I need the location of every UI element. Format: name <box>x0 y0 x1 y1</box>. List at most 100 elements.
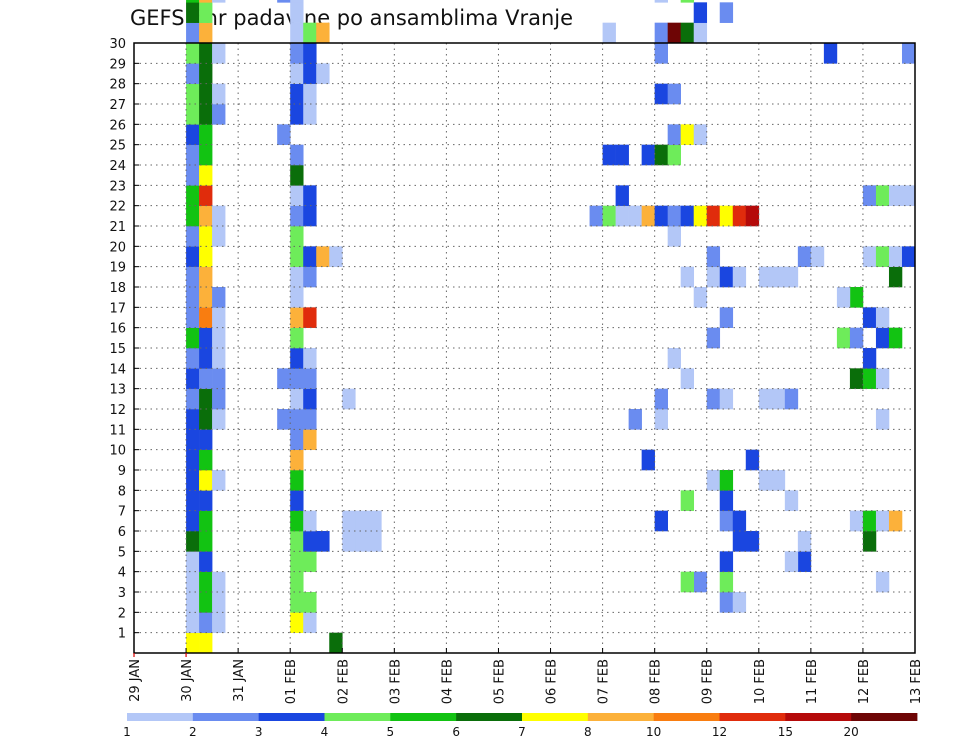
heatmap-cell <box>628 409 642 430</box>
heatmap-cell <box>303 22 317 44</box>
heatmap-cells <box>186 0 916 654</box>
heatmap-cell <box>745 205 760 227</box>
heatmap-cell <box>303 266 317 288</box>
heatmap-cell <box>888 327 903 349</box>
y-tick-label: 15 <box>109 342 126 357</box>
heatmap-cell <box>186 470 200 491</box>
heatmap-cell <box>732 531 747 552</box>
x-tick-label: 09 FEB <box>701 659 716 704</box>
heatmap-cell <box>290 409 304 430</box>
colorbar-label: 8 <box>584 725 592 739</box>
heatmap-cell <box>303 205 317 227</box>
heatmap-cell <box>303 307 317 328</box>
heatmap-cell <box>329 246 343 267</box>
heatmap-cell <box>693 22 708 44</box>
colorbar-swatch <box>456 713 523 721</box>
heatmap-cell <box>875 409 890 430</box>
heatmap-cell <box>212 83 226 105</box>
heatmap-cell <box>186 226 200 247</box>
y-tick-label: 13 <box>109 383 126 398</box>
y-tick-label: 14 <box>109 362 126 377</box>
x-tick-labels: 29 JAN 30 JAN 31 JAN 01 FEB 02 FEB 03 FEB 04 F… <box>128 648 924 704</box>
heatmap-cell <box>277 0 291 3</box>
heatmap-cell <box>680 0 695 3</box>
heatmap-cell <box>186 348 200 369</box>
heatmap-cell <box>719 470 734 491</box>
grid-lines <box>134 42 915 653</box>
heatmap-cell <box>199 388 213 410</box>
heatmap-cell <box>693 571 708 593</box>
colorbar-label: 4 <box>321 725 329 739</box>
heatmap-cell <box>355 531 369 552</box>
heatmap-cell <box>706 388 721 410</box>
colorbar-swatch <box>653 713 720 721</box>
heatmap-cell <box>875 327 890 349</box>
heatmap-cell <box>186 205 200 227</box>
x-tick-label: 02 FEB <box>336 659 351 704</box>
y-tick-label: 17 <box>109 301 126 316</box>
heatmap-cell <box>862 348 877 369</box>
heatmap-cell <box>342 531 356 552</box>
heatmap-cell <box>290 490 304 511</box>
heatmap-cell <box>212 287 226 308</box>
heatmap-cell <box>849 327 864 349</box>
heatmap-cell <box>303 348 317 369</box>
heatmap-cell <box>771 388 786 410</box>
heatmap-cell <box>199 124 213 145</box>
y-tick-label: 18 <box>109 281 126 296</box>
heatmap-cell <box>667 205 681 227</box>
heatmap-cell <box>199 592 213 613</box>
colorbar-swatch <box>522 713 589 721</box>
heatmap-cell <box>186 409 200 430</box>
heatmap-cell <box>186 592 200 613</box>
heatmap-cell <box>186 83 200 105</box>
heatmap-cell <box>719 551 734 572</box>
heatmap-cell <box>212 388 226 410</box>
heatmap-cell <box>186 144 200 166</box>
heatmap-cell <box>290 449 304 471</box>
heatmap-cell <box>290 144 304 166</box>
x-tick-label: 13 FEB <box>909 659 924 704</box>
heatmap-cell <box>888 510 903 532</box>
heatmap-cell <box>706 205 721 227</box>
colorbar-swatch <box>390 713 457 721</box>
heatmap-cell <box>199 348 213 369</box>
heatmap-cell <box>186 185 200 206</box>
heatmap-cell <box>290 104 304 125</box>
heatmap-cell <box>303 185 317 206</box>
heatmap-cell <box>771 470 786 491</box>
heatmap-cell <box>693 124 708 145</box>
heatmap-cell <box>199 83 213 105</box>
x-tick-label: 11 FEB <box>805 659 820 704</box>
heatmap-cell <box>290 551 304 572</box>
heatmap-cell <box>199 307 213 328</box>
y-tick-label: 28 <box>109 78 126 93</box>
y-tick-label: 24 <box>109 159 126 174</box>
heatmap-cell <box>290 470 304 491</box>
heatmap-cell <box>186 632 200 654</box>
heatmap-cell <box>719 592 734 613</box>
y-tick-label: 16 <box>109 322 126 337</box>
heatmap-cell <box>186 327 200 349</box>
y-tick-label: 22 <box>109 200 126 215</box>
heatmap-cell <box>199 22 213 44</box>
heatmap-cell <box>771 266 786 288</box>
heatmap-cell <box>706 266 721 288</box>
y-tick-label: 10 <box>109 444 126 459</box>
heatmap-cell <box>186 266 200 288</box>
y-tick-label: 30 <box>109 37 126 52</box>
x-tick-label: 29 JAN <box>128 659 143 702</box>
heatmap-cell <box>901 43 916 64</box>
heatmap-cell <box>290 531 304 552</box>
y-tick-label: 12 <box>109 403 126 418</box>
heatmap-cell <box>654 144 668 166</box>
heatmap-cell <box>186 612 200 633</box>
heatmap-cell <box>212 327 226 349</box>
heatmap-cell <box>186 287 200 308</box>
colorbar-swatch <box>587 713 655 721</box>
heatmap-cell <box>862 531 877 552</box>
heatmap-cell <box>316 531 330 552</box>
heatmap-cell <box>303 83 317 105</box>
heatmap-cell <box>797 246 812 267</box>
heatmap-cell <box>212 368 226 389</box>
